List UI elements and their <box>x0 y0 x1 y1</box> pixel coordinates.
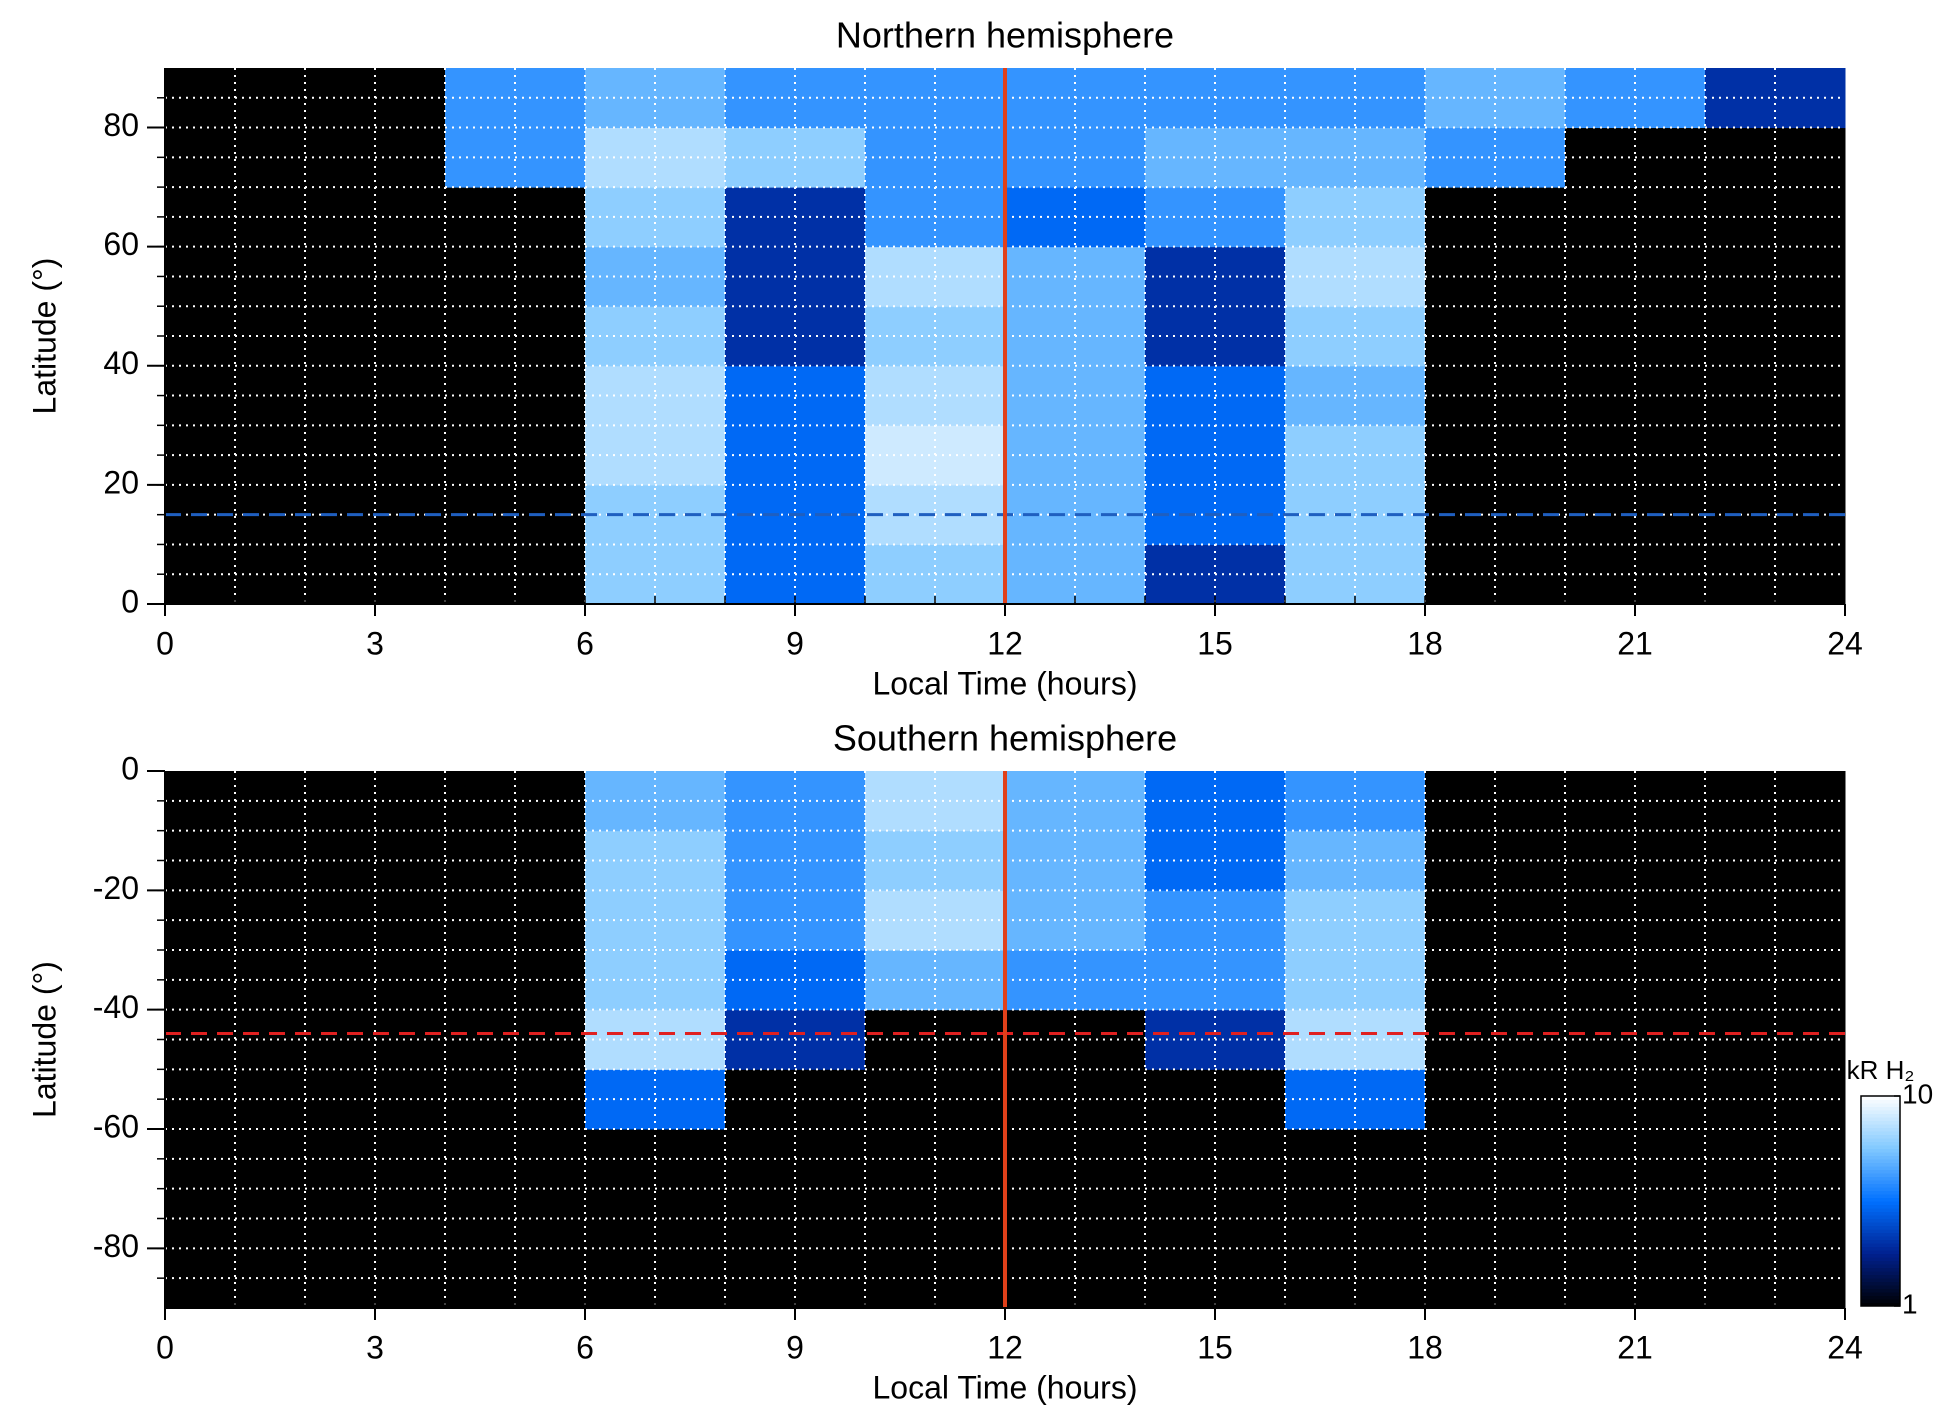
y-axis-label: Latitude (°) <box>26 258 62 415</box>
colorbar-frame <box>1860 1095 1901 1307</box>
colorbar-segment <box>1861 1267 1900 1272</box>
colorbar-segment <box>1861 1183 1900 1188</box>
colorbar-segment <box>1861 1148 1900 1153</box>
colorbar-segment <box>1861 1218 1900 1223</box>
x-tick-label: 3 <box>366 625 384 661</box>
colorbar-segment <box>1861 1204 1900 1209</box>
colorbar-segment <box>1861 1243 1900 1247</box>
colorbar-segment <box>1861 1176 1900 1181</box>
colorbar-segment <box>1861 1173 1900 1177</box>
colorbar-segment <box>1861 1292 1900 1296</box>
colorbar-segment <box>1861 1274 1900 1279</box>
x-axis-label: Local Time (hours) <box>873 665 1138 701</box>
colorbar-segment <box>1861 1264 1900 1268</box>
x-axis-label: Local Time (hours) <box>873 1369 1138 1405</box>
x-tick-label: 21 <box>1617 1329 1653 1365</box>
x-tick-label: 9 <box>786 1329 804 1365</box>
x-tick-label: 12 <box>987 1329 1023 1365</box>
colorbar-segment <box>1861 1106 1900 1111</box>
x-tick-label: 12 <box>987 625 1023 661</box>
colorbar-segment <box>1861 1299 1900 1303</box>
colorbar-segment <box>1861 1187 1900 1191</box>
y-tick-label: 80 <box>103 107 139 143</box>
colorbar-segment <box>1861 1225 1900 1230</box>
colorbar-segment <box>1861 1113 1900 1118</box>
y-tick-label: 0 <box>121 750 139 786</box>
x-tick-label: 3 <box>366 1329 384 1365</box>
colorbar-segment <box>1861 1138 1900 1142</box>
x-tick-label: 0 <box>156 625 174 661</box>
colorbar-segment <box>1861 1169 1900 1174</box>
x-tick-label: 6 <box>576 625 594 661</box>
colorbar-segment <box>1861 1166 1900 1170</box>
colorbar-segment <box>1861 1120 1900 1125</box>
colorbar-segment <box>1861 1159 1900 1163</box>
colorbar-segment <box>1861 1260 1900 1265</box>
colorbar-segment <box>1861 1257 1900 1261</box>
y-tick-label: -80 <box>93 1228 139 1264</box>
colorbar-tick-label: 10 <box>1902 1078 1933 1109</box>
y-tick-label: 20 <box>103 464 139 500</box>
x-tick-label: 0 <box>156 1329 174 1365</box>
colorbar-segment <box>1861 1208 1900 1212</box>
x-tick-label: 15 <box>1197 1329 1233 1365</box>
colorbar-segment <box>1861 1295 1900 1300</box>
colorbar-segment <box>1861 1215 1900 1219</box>
colorbar-segment <box>1861 1099 1900 1104</box>
y-tick-label: 40 <box>103 345 139 381</box>
colorbar-segment <box>1861 1229 1900 1233</box>
colorbar-segment <box>1861 1134 1900 1139</box>
colorbar-segment <box>1861 1239 1900 1244</box>
colorbar-segment <box>1861 1131 1900 1135</box>
colorbar-segment <box>1861 1180 1900 1184</box>
colorbar-segment <box>1861 1201 1900 1205</box>
colorbar-segment <box>1861 1281 1900 1286</box>
colorbar-segment <box>1861 1127 1900 1132</box>
colorbar-segment <box>1861 1236 1900 1240</box>
colorbar-segment <box>1861 1110 1900 1114</box>
colorbar-segment <box>1861 1124 1900 1128</box>
colorbar-segment <box>1861 1117 1900 1121</box>
colorbar-segment <box>1861 1278 1900 1282</box>
colorbar-segment <box>1861 1155 1900 1160</box>
x-tick-label: 15 <box>1197 625 1233 661</box>
colorbar-segment <box>1861 1162 1900 1167</box>
colorbar-segment <box>1861 1190 1900 1195</box>
y-tick-label: -20 <box>93 870 139 906</box>
y-tick-label: -40 <box>93 989 139 1025</box>
x-tick-label: 24 <box>1827 625 1863 661</box>
y-tick-label: 60 <box>103 226 139 262</box>
y-axis-label: Latitude (°) <box>26 961 62 1118</box>
colorbar-segment <box>1861 1197 1900 1202</box>
x-tick-label: 18 <box>1407 625 1443 661</box>
colorbar-segment <box>1861 1285 1900 1289</box>
colorbar-segment <box>1861 1145 1900 1149</box>
x-tick-label: 24 <box>1827 1329 1863 1365</box>
colorbar-segment <box>1861 1253 1900 1258</box>
colorbar-segment <box>1861 1141 1900 1146</box>
y-tick-label: 0 <box>121 583 139 619</box>
colorbar-segment <box>1861 1152 1900 1156</box>
colorbar-segment <box>1861 1103 1900 1107</box>
y-tick-label: -60 <box>93 1108 139 1144</box>
x-tick-label: 18 <box>1407 1329 1443 1365</box>
colorbar-segment <box>1861 1250 1900 1254</box>
x-tick-label: 6 <box>576 1329 594 1365</box>
colorbar-segment <box>1861 1211 1900 1216</box>
colorbar-segment <box>1861 1232 1900 1237</box>
chart-title: Northern hemisphere <box>836 15 1174 56</box>
colorbar-segment <box>1861 1246 1900 1251</box>
x-tick-label: 9 <box>786 625 804 661</box>
colorbar-segment <box>1861 1288 1900 1293</box>
colorbar-tick-label: 1 <box>1902 1288 1918 1319</box>
colorbar-segment <box>1861 1194 1900 1198</box>
colorbar-segment <box>1861 1222 1900 1226</box>
colorbar-segment <box>1861 1271 1900 1275</box>
colorbar-label: kR H₂ <box>1847 1055 1915 1085</box>
colorbar-segment <box>1861 1302 1900 1307</box>
chart-title: Southern hemisphere <box>833 718 1177 759</box>
x-tick-label: 21 <box>1617 625 1653 661</box>
colorbar-segment <box>1861 1096 1900 1100</box>
